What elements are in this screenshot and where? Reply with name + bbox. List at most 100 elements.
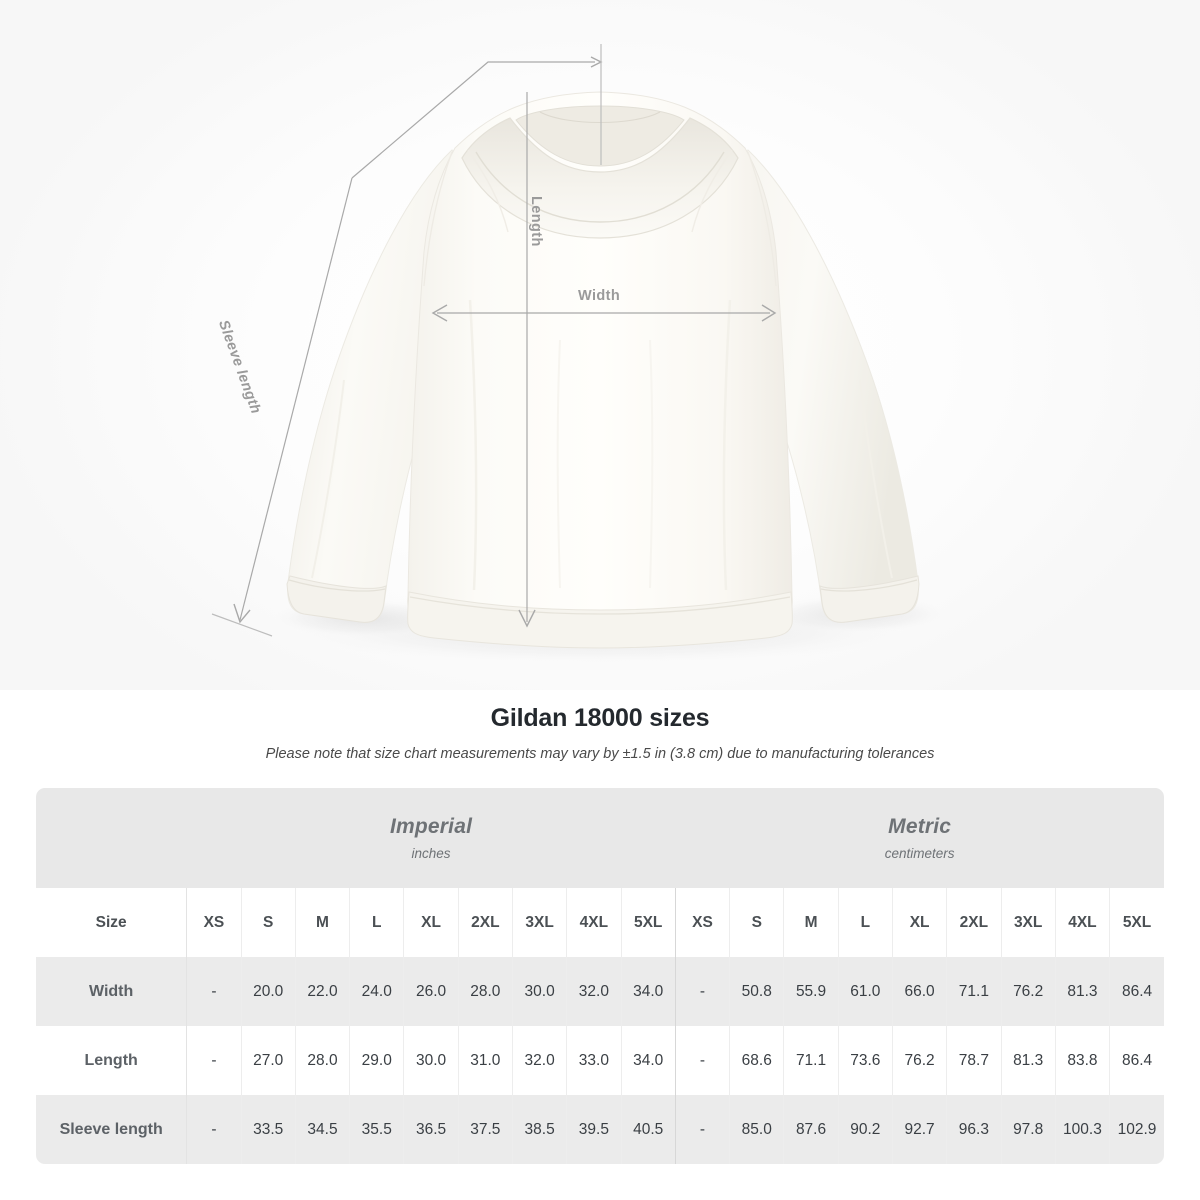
size-header-imperial-2xl: 2XL	[458, 888, 513, 957]
table-row: Sleeve length -33.5 34.5 35.5 36.5 37.5 38.5 39…	[36, 1095, 1164, 1164]
cell-imperial: 34.5	[295, 1095, 351, 1164]
cell-metric: 71.1	[783, 1026, 839, 1095]
size-header-imperial-m: M	[295, 888, 351, 957]
cell-metric: 86.4	[1109, 1026, 1164, 1095]
size-header-metric-2xl: 2XL	[946, 888, 1002, 957]
cell-imperial: 28.0	[295, 1026, 351, 1095]
table-row: Length -27.0 28.0 29.0 30.0 31.0 32.0 33.0 34.0-…	[36, 1026, 1164, 1095]
size-header-imperial-3xl: 3XL	[512, 888, 568, 957]
size-header-imperial-4xl: 4XL	[566, 888, 622, 957]
cell-metric: 83.8	[1055, 1026, 1111, 1095]
cell-metric: 81.3	[1055, 957, 1111, 1026]
size-header-imperial-s: S	[241, 888, 296, 957]
cell-imperial: 32.0	[512, 1026, 568, 1095]
unit-header-spacer	[36, 788, 187, 888]
size-table-body: Size XS S M L XL 2XL 3XL 4XL 5XL XS S M L XL 2XL 3XL 4XL 5…	[36, 888, 1164, 1164]
cell-imperial: 22.0	[295, 957, 351, 1026]
cell-metric: 92.7	[892, 1095, 948, 1164]
cell-imperial: -	[186, 1026, 242, 1095]
cell-imperial: 39.5	[566, 1095, 622, 1164]
unit-metric-name: Metric	[888, 815, 952, 838]
cell-metric: 85.0	[729, 1095, 785, 1164]
row-header-length: Length	[36, 1026, 188, 1095]
cell-imperial: 33.0	[566, 1026, 622, 1095]
unit-system-header-row: Imperial inches Metric centimeters	[36, 788, 1164, 888]
cell-metric: 96.3	[946, 1095, 1002, 1164]
title-block: Gildan 18000 sizes Please note that size…	[0, 704, 1200, 762]
sweatshirt-illustration	[211, 44, 951, 666]
cell-imperial: 20.0	[241, 957, 296, 1026]
unit-header-imperial: Imperial inches	[186, 788, 676, 888]
size-header-row: Size XS S M L XL 2XL 3XL 4XL 5XL XS S M L XL 2XL 3XL 4XL 5…	[36, 888, 1164, 957]
size-header-metric-xs: XS	[675, 888, 731, 957]
cell-metric: -	[675, 1026, 731, 1095]
cell-imperial: 38.5	[512, 1095, 568, 1164]
cell-imperial: 34.0	[621, 1026, 676, 1095]
cell-metric: 76.2	[1001, 957, 1056, 1026]
size-header-metric-m: M	[783, 888, 839, 957]
width-annotation-label: Width	[578, 288, 621, 304]
cell-imperial: 31.0	[458, 1026, 513, 1095]
cell-metric: 50.8	[729, 957, 785, 1026]
cell-metric: -	[675, 1095, 731, 1164]
cell-metric: 78.7	[946, 1026, 1002, 1095]
cell-metric: 71.1	[946, 957, 1002, 1026]
cell-metric: 81.3	[1001, 1026, 1056, 1095]
size-header-metric-xl: XL	[892, 888, 948, 957]
size-header-imperial-xl: XL	[403, 888, 459, 957]
cell-imperial: 27.0	[241, 1026, 296, 1095]
cell-metric: -	[675, 957, 731, 1026]
product-image: Length Width Sleeve length	[0, 0, 1200, 690]
unit-imperial-name: Imperial	[389, 815, 473, 838]
cell-imperial: 36.5	[403, 1095, 459, 1164]
cell-metric: 76.2	[892, 1026, 948, 1095]
cell-metric: 61.0	[838, 957, 893, 1026]
cell-imperial: 33.5	[241, 1095, 296, 1164]
table-row: Width -20.0 22.0 24.0 26.0 28.0 30.0 32.0 34.0-5…	[36, 957, 1164, 1026]
cell-imperial: 35.5	[349, 1095, 405, 1164]
size-header-metric-4xl: 4XL	[1055, 888, 1111, 957]
row-header-width: Width	[36, 957, 188, 1026]
size-chart-table: Imperial inches Metric centimeters Size X…	[36, 788, 1164, 1164]
size-header-metric-l: L	[838, 888, 893, 957]
cell-metric: 87.6	[783, 1095, 839, 1164]
cell-imperial: 37.5	[458, 1095, 513, 1164]
page-title: Gildan 18000 sizes	[490, 704, 710, 732]
unit-metric-sub: centimeters	[884, 846, 955, 861]
cell-imperial: 29.0	[349, 1026, 405, 1095]
cell-imperial: 24.0	[349, 957, 405, 1026]
size-header-metric-s: S	[729, 888, 785, 957]
cell-metric: 97.8	[1001, 1095, 1056, 1164]
cell-imperial: 34.0	[621, 957, 676, 1026]
cell-metric: 100.3	[1055, 1095, 1111, 1164]
cell-imperial: 28.0	[458, 957, 513, 1026]
cell-metric: 68.6	[729, 1026, 785, 1095]
cell-imperial: 26.0	[403, 957, 459, 1026]
length-annotation-label: Length	[528, 196, 544, 247]
cell-metric: 86.4	[1109, 957, 1164, 1026]
cell-metric: 66.0	[892, 957, 948, 1026]
size-header-imperial-l: L	[349, 888, 405, 957]
cell-imperial: 40.5	[621, 1095, 676, 1164]
cell-imperial: -	[186, 1095, 242, 1164]
size-header-imperial-xs: XS	[186, 888, 242, 957]
cell-imperial: 30.0	[403, 1026, 459, 1095]
size-table-wrapper: Imperial inches Metric centimeters Size X…	[36, 788, 1164, 1164]
cell-imperial: 32.0	[566, 957, 622, 1026]
cell-imperial: -	[186, 957, 242, 1026]
size-header-metric-3xl: 3XL	[1001, 888, 1056, 957]
unit-imperial-sub: inches	[411, 846, 451, 861]
row-header-sleeve-length: Sleeve length	[36, 1095, 188, 1164]
cell-metric: 55.9	[783, 957, 839, 1026]
measurement-lines	[211, 44, 777, 637]
unit-header-metric: Metric centimeters	[675, 788, 1164, 888]
cell-metric: 73.6	[838, 1026, 893, 1095]
cell-metric: 90.2	[838, 1095, 893, 1164]
size-header-label: Size	[36, 888, 188, 957]
size-header-imperial-5xl: 5XL	[621, 888, 676, 957]
cell-imperial: 30.0	[512, 957, 568, 1026]
size-header-metric-5xl: 5XL	[1109, 888, 1164, 957]
tolerance-note: Please note that size chart measurements…	[265, 746, 935, 762]
cell-metric: 102.9	[1109, 1095, 1164, 1164]
